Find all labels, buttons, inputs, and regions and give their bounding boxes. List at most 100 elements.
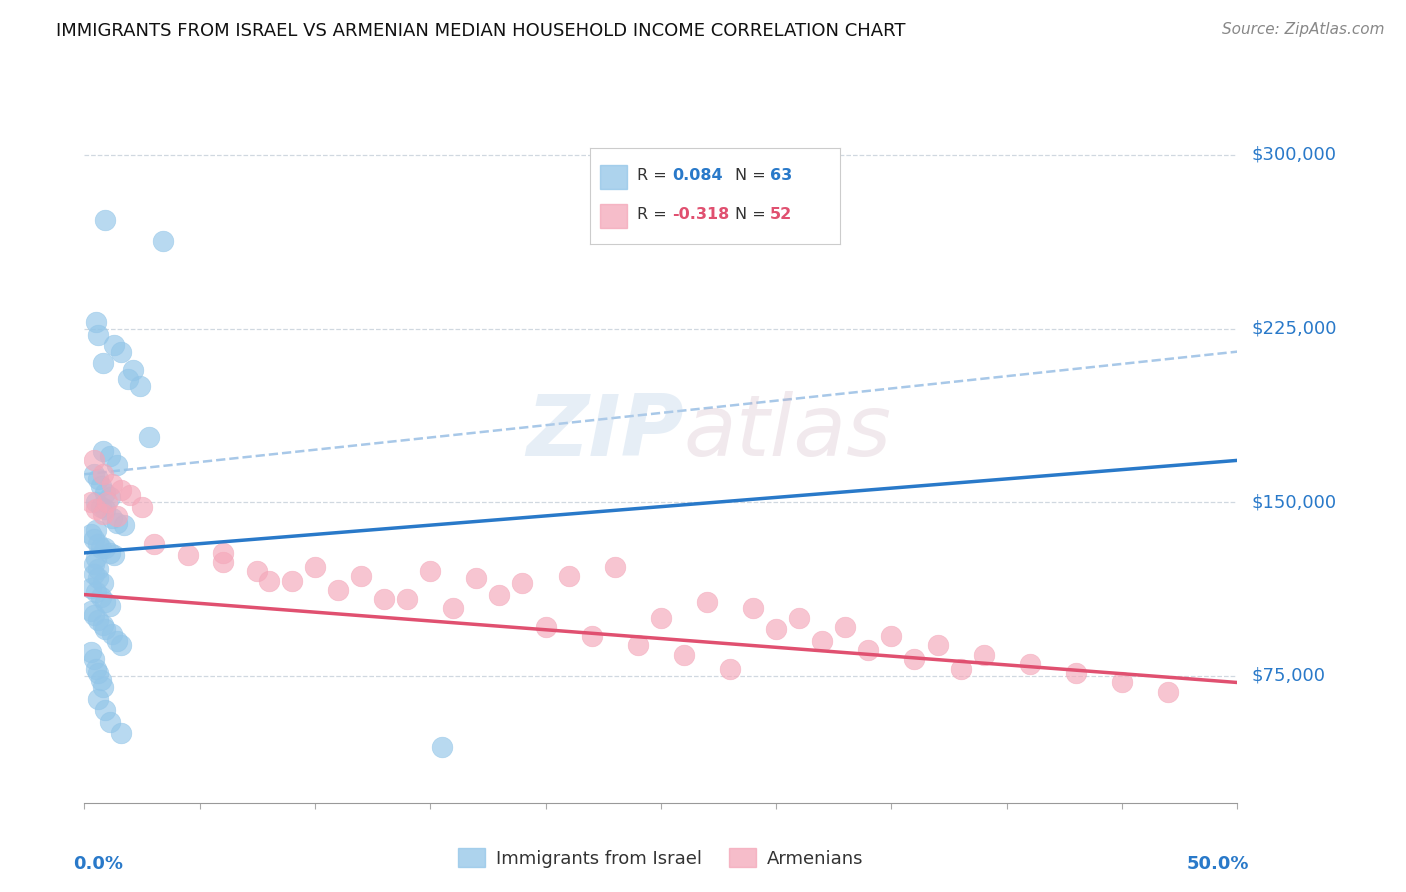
- Text: 0.0%: 0.0%: [73, 855, 122, 872]
- Point: [152, 234, 174, 248]
- Text: R =: R =: [637, 169, 672, 184]
- Point: [94, 703, 117, 717]
- Point: [94, 485, 117, 500]
- Point: [430, 740, 453, 755]
- Point: [87, 666, 110, 681]
- Point: [110, 639, 132, 653]
- Point: [105, 458, 128, 472]
- Point: [973, 648, 995, 662]
- Point: [84, 585, 107, 599]
- Point: [91, 356, 114, 370]
- Point: [281, 574, 304, 588]
- Point: [91, 507, 114, 521]
- Point: [84, 662, 107, 676]
- Point: [80, 604, 103, 618]
- Point: [98, 546, 121, 560]
- Point: [103, 548, 125, 562]
- Point: [98, 714, 121, 729]
- Point: [96, 495, 118, 509]
- Point: [949, 662, 972, 676]
- Point: [87, 536, 110, 550]
- Point: [94, 212, 117, 227]
- Point: [211, 546, 233, 560]
- Point: [84, 314, 107, 328]
- Point: [718, 662, 741, 676]
- Point: [105, 633, 128, 648]
- Point: [105, 508, 128, 523]
- Point: [581, 629, 603, 643]
- Point: [304, 559, 326, 574]
- Point: [811, 633, 834, 648]
- Point: [80, 527, 103, 541]
- Point: [396, 592, 419, 607]
- Point: [80, 495, 103, 509]
- Point: [94, 541, 117, 556]
- Point: [94, 622, 117, 636]
- Point: [103, 337, 125, 351]
- Point: [101, 627, 124, 641]
- Point: [112, 518, 135, 533]
- Point: [557, 569, 579, 583]
- Point: [177, 548, 200, 562]
- Text: $225,000: $225,000: [1251, 319, 1337, 337]
- Point: [83, 467, 105, 482]
- Legend: Immigrants from Israel, Armenians: Immigrants from Israel, Armenians: [458, 848, 863, 868]
- Point: [512, 576, 534, 591]
- Text: $75,000: $75,000: [1251, 666, 1326, 684]
- Point: [84, 550, 107, 565]
- Text: N =: N =: [735, 207, 770, 222]
- Point: [834, 620, 856, 634]
- Text: 50.0%: 50.0%: [1187, 855, 1249, 872]
- Point: [87, 562, 110, 576]
- Point: [110, 483, 132, 498]
- Point: [83, 453, 105, 467]
- Point: [246, 565, 269, 579]
- Point: [89, 673, 111, 688]
- Point: [83, 558, 105, 572]
- Point: [419, 565, 441, 579]
- Point: [211, 555, 233, 569]
- Point: [1018, 657, 1040, 671]
- Point: [880, 629, 903, 643]
- Point: [534, 620, 557, 634]
- Point: [903, 652, 925, 666]
- Text: atlas: atlas: [683, 391, 891, 475]
- Text: R =: R =: [637, 207, 672, 222]
- Point: [121, 363, 143, 377]
- Point: [83, 652, 105, 666]
- Text: $300,000: $300,000: [1251, 146, 1336, 164]
- Point: [765, 622, 787, 636]
- Point: [441, 601, 464, 615]
- Point: [80, 645, 103, 659]
- Point: [465, 571, 488, 585]
- Point: [117, 372, 139, 386]
- Point: [696, 594, 718, 608]
- Point: [350, 569, 373, 583]
- Point: [83, 566, 105, 581]
- Point: [98, 491, 121, 505]
- Point: [87, 472, 110, 486]
- Text: N =: N =: [735, 169, 770, 184]
- Point: [98, 449, 121, 463]
- Point: [89, 500, 111, 514]
- Point: [373, 592, 395, 607]
- Point: [858, 643, 880, 657]
- Text: -0.318: -0.318: [672, 207, 730, 222]
- Point: [787, 610, 810, 624]
- Point: [131, 500, 153, 514]
- Point: [672, 648, 695, 662]
- Point: [98, 599, 121, 614]
- Point: [91, 680, 114, 694]
- Text: IMMIGRANTS FROM ISRAEL VS ARMENIAN MEDIAN HOUSEHOLD INCOME CORRELATION CHART: IMMIGRANTS FROM ISRAEL VS ARMENIAN MEDIA…: [56, 22, 905, 40]
- Point: [128, 379, 150, 393]
- Point: [257, 574, 280, 588]
- Bar: [600, 165, 627, 189]
- Point: [84, 523, 107, 537]
- Point: [91, 617, 114, 632]
- Point: [1111, 675, 1133, 690]
- Point: [87, 571, 110, 585]
- Point: [83, 532, 105, 546]
- Point: [101, 511, 124, 525]
- Point: [94, 502, 117, 516]
- Text: $150,000: $150,000: [1251, 493, 1336, 511]
